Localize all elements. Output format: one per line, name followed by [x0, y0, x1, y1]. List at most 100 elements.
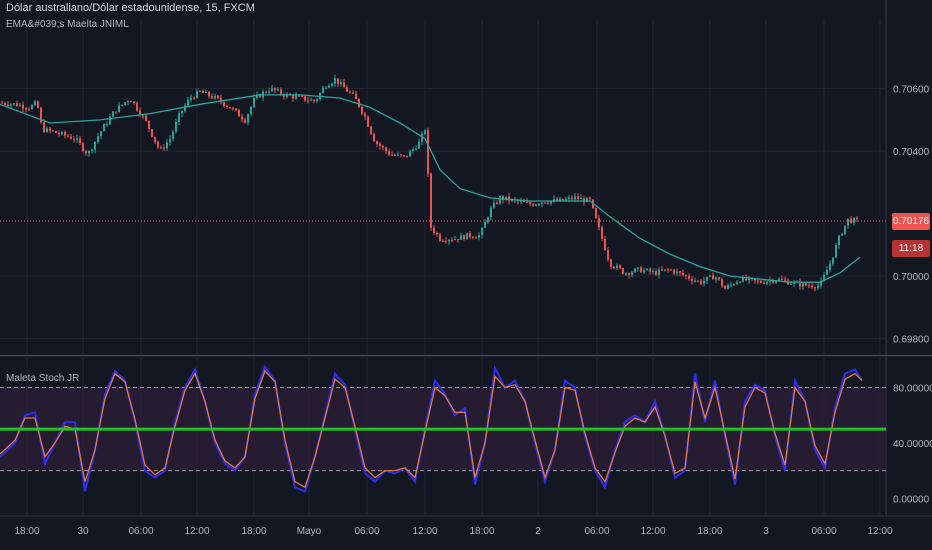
time-tick-label: 06:00 — [128, 526, 153, 537]
candle-body — [295, 95, 297, 99]
candle-body — [337, 78, 339, 84]
candle-body — [13, 103, 15, 105]
candle-body — [853, 218, 855, 223]
candle-body — [613, 266, 615, 269]
candle-body — [736, 282, 738, 285]
stoch-indicator-label[interactable]: Maleta Stoch JR — [6, 373, 80, 384]
candle-body — [805, 283, 807, 286]
candle-body — [328, 85, 330, 88]
candle-body — [46, 128, 48, 133]
candle-body — [745, 276, 747, 281]
candle-body — [58, 132, 60, 135]
candle-body — [712, 275, 714, 280]
candle-body — [22, 104, 24, 109]
candle-body — [109, 116, 111, 125]
candle-body — [253, 98, 255, 107]
time-tick-label: 12:00 — [640, 526, 665, 537]
candle-body — [820, 280, 822, 286]
stoch-tick-label: 0.00000 — [893, 494, 930, 505]
candle-body — [457, 239, 459, 241]
candle-body — [175, 122, 177, 132]
candle-body — [217, 95, 219, 99]
candle-body — [397, 154, 399, 156]
candle-body — [220, 98, 222, 103]
candle-body — [55, 131, 57, 133]
candle-body — [361, 106, 363, 114]
candle-body — [676, 271, 678, 274]
candle-body — [61, 132, 63, 135]
candle-body — [757, 280, 759, 282]
candle-body — [703, 280, 705, 284]
time-tick-label: 3 — [763, 526, 769, 537]
candle-body — [544, 202, 546, 204]
candle-body — [595, 208, 597, 219]
candle-body — [403, 155, 405, 157]
candle-body — [412, 149, 414, 151]
candle-body — [520, 200, 522, 202]
candle-body — [373, 133, 375, 142]
candle-body — [391, 154, 393, 156]
candle-body — [553, 199, 555, 201]
candle-body — [304, 96, 306, 101]
candle-body — [730, 284, 732, 286]
candle-body — [811, 285, 813, 288]
candle-body — [427, 130, 429, 174]
candle-body — [721, 279, 723, 286]
candle-body — [817, 285, 819, 289]
candle-body — [256, 94, 258, 99]
candle-body — [619, 265, 621, 269]
candle-body — [145, 115, 147, 121]
candle-body — [172, 131, 174, 139]
candle-body — [196, 90, 198, 99]
candle-body — [655, 270, 657, 275]
candle-body — [604, 238, 606, 251]
candle-body — [550, 200, 552, 204]
candle-body — [10, 104, 12, 106]
stoch-d-line — [0, 369, 863, 489]
candle-body — [769, 280, 771, 282]
symbol-title[interactable]: Dólar australiano/Dólar estadounidense, … — [6, 2, 255, 14]
candle-body — [541, 202, 543, 205]
candle-body — [646, 268, 648, 271]
candle-body — [691, 278, 693, 282]
candle-body — [460, 235, 462, 240]
candle-body — [850, 218, 852, 223]
candle-body — [310, 99, 312, 101]
ema-indicator-label[interactable]: EMA&#039;s Maelta JNIML — [6, 19, 129, 30]
candle-body — [73, 138, 75, 140]
candle-body — [733, 284, 735, 286]
price-tick-label: 0.70400 — [893, 147, 930, 158]
candle-body — [583, 198, 585, 203]
candle-body — [34, 101, 36, 106]
candle-body — [433, 227, 435, 233]
candle-body — [190, 97, 192, 100]
candle-body — [727, 285, 729, 289]
candle-body — [316, 99, 318, 102]
candle-body — [430, 173, 432, 228]
candle-body — [436, 232, 438, 235]
candle-body — [343, 82, 345, 88]
time-tick-label: 12:00 — [867, 526, 892, 537]
candle-body — [670, 269, 672, 271]
candle-body — [244, 119, 246, 123]
candle-body — [781, 279, 783, 281]
candle-body — [247, 114, 249, 123]
candle-body — [313, 99, 315, 102]
candle-body — [784, 279, 786, 281]
candle-body — [778, 279, 780, 281]
candle-body — [106, 124, 108, 126]
candle-body — [523, 200, 525, 202]
time-tick-label: 18:00 — [469, 526, 494, 537]
candle-body — [382, 146, 384, 148]
candle-body — [661, 269, 663, 271]
candle-body — [79, 138, 81, 144]
candle-body — [274, 87, 276, 91]
candle-body — [625, 273, 627, 275]
candle-body — [760, 280, 762, 283]
candle-body — [406, 155, 408, 157]
candle-body — [70, 136, 72, 139]
candle-body — [151, 129, 153, 137]
candle-body — [367, 116, 369, 127]
candle-body — [67, 135, 69, 137]
